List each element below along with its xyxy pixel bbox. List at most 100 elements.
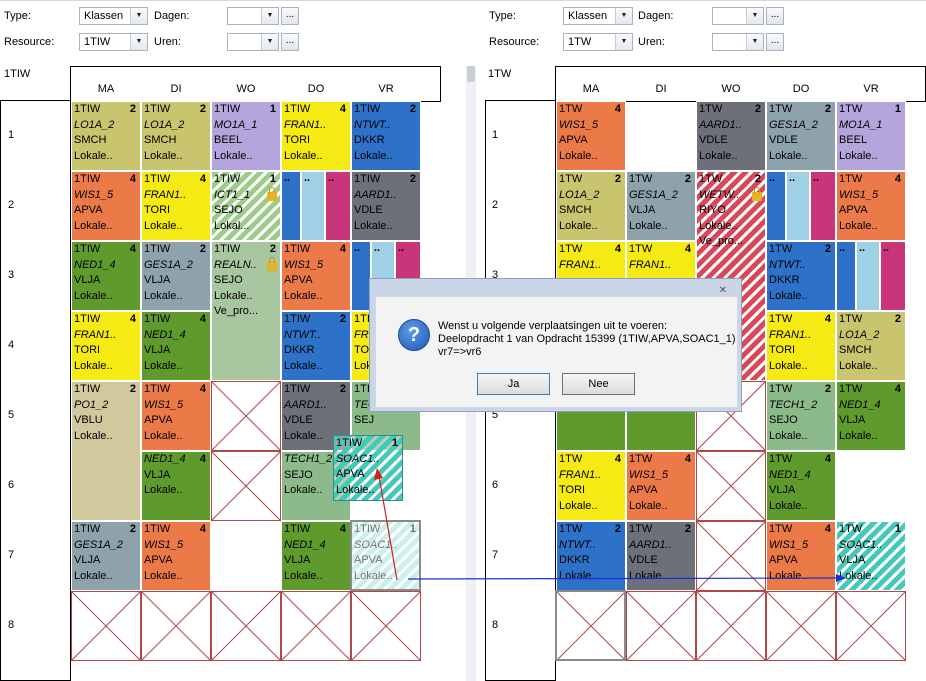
- lesson-block[interactable]: 1TIW WIS1_5 APVA Lokale.. 4: [281, 241, 351, 311]
- chevron-down-icon[interactable]: ▼: [746, 8, 763, 24]
- lesson-block[interactable]: 1TIW REALN.. SEJO Lokale.. Ve_pro... 2: [211, 241, 281, 381]
- split-lesson-block[interactable]: ..: [810, 171, 836, 241]
- lesson-block[interactable]: 1TW NTWT.. DKKR Lokale.. 2: [766, 241, 836, 311]
- lesson-teacher: APVA: [284, 274, 313, 286]
- lesson-teacher: TORI: [144, 204, 171, 216]
- hours-ellipsis-button[interactable]: ...: [281, 33, 299, 51]
- yes-button[interactable]: Ja: [477, 373, 550, 395]
- hours-select[interactable]: ▼: [227, 33, 279, 51]
- days-ellipsis-button[interactable]: ...: [281, 7, 299, 25]
- chevron-down-icon[interactable]: ▼: [130, 8, 147, 24]
- lesson-block[interactable]: 1TIW FRAN1.. TORI Lokale.. 4: [71, 311, 141, 381]
- lesson-block[interactable]: 1TIW NED1_4 VLJA Lokale.. 4: [141, 311, 211, 381]
- lesson-block[interactable]: 1TW FRAN1.. 4: [626, 241, 696, 311]
- lesson-subject: NED1_4: [284, 538, 326, 551]
- lesson-block[interactable]: 1TW GES1A_2 VDLE Lokale.. 2: [766, 101, 836, 171]
- days-select[interactable]: ▼: [712, 7, 764, 25]
- lesson-count: 1: [269, 173, 276, 185]
- split-lesson-block[interactable]: ..: [351, 241, 371, 311]
- lesson-block[interactable]: 1TW LO1A_2 SMCH Lokale.. 2: [836, 311, 906, 381]
- lesson-block[interactable]: 1TIW NTWT.. DKKR Lokale.. 2: [281, 311, 351, 381]
- lesson-block[interactable]: 1TW AARD1.. VDLE Lokale.. 2: [626, 521, 696, 591]
- chevron-down-icon[interactable]: ▼: [261, 8, 278, 24]
- split-lesson-block[interactable]: ..: [301, 171, 325, 241]
- lesson-block[interactable]: NED1_4 VLJA Lokale.. 4: [141, 451, 211, 521]
- day-header-vr: VR: [863, 83, 879, 95]
- lesson-block[interactable]: 1TW MO1A_1 BEEL Lokale.. 1: [836, 101, 906, 171]
- lesson-block[interactable]: 1TIW FRAN1.. TORI Lokale.. 4: [281, 101, 351, 171]
- lesson-teacher: VDLE: [354, 204, 383, 216]
- lesson-block[interactable]: 1TIW PO1_2 VBLU Lokale.. 2: [71, 381, 141, 521]
- lesson-block[interactable]: 1TW WIS1_5 APVA Lokale.. 4: [626, 451, 696, 521]
- lesson-block[interactable]: 1TIW LO1A_2 SMCH Lokale.. 2: [141, 101, 211, 171]
- lesson-block[interactable]: 1TIW NED1_4 VLJA Lokale.. 4: [281, 521, 351, 591]
- lesson-block[interactable]: 1TW TECH1_2 SEJO Lokale.. 2: [766, 381, 836, 451]
- lesson-room: Lokale..: [559, 149, 598, 162]
- lesson-block[interactable]: 1TW WIS1_5 APVA Lokale.. 4: [766, 521, 836, 591]
- lesson-block[interactable]: 1TW SOAC1.. VLJA Lokale.. 1: [836, 521, 906, 591]
- lesson-class: 1TW: [629, 243, 653, 255]
- type-select[interactable]: Klassen ▼: [79, 7, 148, 25]
- lesson-room: Lokale..: [74, 359, 113, 372]
- lesson-block[interactable]: 1TIW GES1A_2 VLJA Lokale.. 2: [71, 521, 141, 591]
- lesson-block[interactable]: 1TIW NTWT.. DKKR Lokale.. 2: [351, 101, 421, 171]
- days-ellipsis-button[interactable]: ...: [766, 7, 784, 25]
- dragged-lesson-block[interactable]: 1TIW SOAC1.. APVA Lokale.. 1: [333, 435, 403, 501]
- lesson-block[interactable]: 1TW WIS1_5 APVA Lokale.. 4: [836, 171, 906, 241]
- split-lesson-block[interactable]: ..: [281, 171, 301, 241]
- lesson-block[interactable]: 1TW NED1_4 VLJA Lokale.. 4: [836, 381, 906, 451]
- hours-select[interactable]: ▼: [712, 33, 764, 51]
- lesson-block[interactable]: 1TIW WIS1_5 APVA Lokale.. 4: [141, 381, 211, 451]
- lesson-count: 4: [684, 243, 691, 255]
- lesson-block[interactable]: 1TIW LO1A_2 SMCH Lokale.. 2: [71, 101, 141, 171]
- lesson-block[interactable]: 1TW GES1A_2 VLJA Lokale.. 2: [626, 171, 696, 241]
- chevron-down-icon[interactable]: ▼: [130, 34, 147, 50]
- blocked-slot: [211, 381, 281, 451]
- split-lesson-block[interactable]: ..: [880, 241, 906, 311]
- lesson-subject: LO1A_2: [144, 118, 185, 131]
- lesson-block[interactable]: 1TW NTWT.. DKKR Lokale.. 2: [556, 521, 626, 591]
- lesson-block[interactable]: 1TIW AARD1.. VDLE Lokale.. 2: [351, 171, 421, 241]
- lesson-teacher: VLJA: [284, 554, 311, 566]
- lesson-subject: GES1A_2: [629, 188, 678, 201]
- split-lesson-block[interactable]: ..: [836, 241, 856, 311]
- resource-select[interactable]: 1TW ▼: [563, 33, 633, 51]
- close-icon[interactable]: ✕: [718, 285, 727, 296]
- lock-icon: [267, 187, 277, 201]
- split-lesson-block[interactable]: ..: [325, 171, 351, 241]
- lesson-block[interactable]: 1TW LO1A_2 SMCH Lokale.. 2: [556, 171, 626, 241]
- lesson-block[interactable]: 1TIW WIS1_5 APVA Lokale.. 4: [141, 521, 211, 591]
- lesson-extra: Ve_pro...: [699, 235, 744, 247]
- lesson-block[interactable]: 1TIW WIS1_5 APVA Lokale.. 4: [71, 171, 141, 241]
- no-button[interactable]: Nee: [562, 373, 635, 395]
- lesson-block[interactable]: 1TIW NED1_4 VLJA Lokale.. 4: [71, 241, 141, 311]
- lesson-block[interactable]: 1TIW MO1A_1 BEEL Lokale.. 1: [211, 101, 281, 171]
- lesson-block[interactable]: 1TIW FRAN1.. TORI Lokale.. 4: [141, 171, 211, 241]
- scrollbar-thumb[interactable]: [467, 66, 475, 82]
- chevron-down-icon[interactable]: ▼: [615, 34, 632, 50]
- lesson-subject: WIS1_5: [144, 538, 184, 551]
- lesson-block[interactable]: 1TW FRAN1.. TORI Lokale.. 4: [556, 451, 626, 521]
- days-select[interactable]: ▼: [227, 7, 279, 25]
- chevron-down-icon[interactable]: ▼: [615, 8, 632, 24]
- split-lesson-block[interactable]: ..: [766, 171, 786, 241]
- lesson-block[interactable]: 1TIW GES1A_2 VLJA Lokale.. 2: [141, 241, 211, 311]
- lesson-block[interactable]: 1TW WIS1_5 APVA Lokale.. 4: [556, 101, 626, 171]
- lesson-room: Lokale..: [144, 569, 183, 582]
- chevron-down-icon[interactable]: ▼: [261, 34, 278, 50]
- chevron-down-icon[interactable]: ▼: [746, 34, 763, 50]
- split-lesson-block[interactable]: ..: [856, 241, 880, 311]
- lesson-teacher: TORI: [769, 344, 796, 356]
- lesson-block[interactable]: 1TIW ICT1_1 SEJO Lokal... 1: [211, 171, 281, 241]
- lesson-count: 4: [894, 173, 901, 185]
- lesson-block[interactable]: 1TW FRAN1.. TORI Lokale.. 4: [766, 311, 836, 381]
- lesson-room: Lokale..: [144, 149, 183, 162]
- type-select[interactable]: Klassen ▼: [563, 7, 633, 25]
- hours-ellipsis-button[interactable]: ...: [766, 33, 784, 51]
- top-divider: [0, 0, 926, 1]
- lesson-block[interactable]: 1TW AARD1.. VDLE Lokale.. 2: [696, 101, 766, 171]
- lesson-room: Lokale..: [699, 149, 738, 162]
- split-lesson-block[interactable]: ..: [786, 171, 810, 241]
- resource-select[interactable]: 1TIW ▼: [79, 33, 148, 51]
- lesson-block[interactable]: 1TW NED1_4 VLJA Lokale.. 4: [766, 451, 836, 521]
